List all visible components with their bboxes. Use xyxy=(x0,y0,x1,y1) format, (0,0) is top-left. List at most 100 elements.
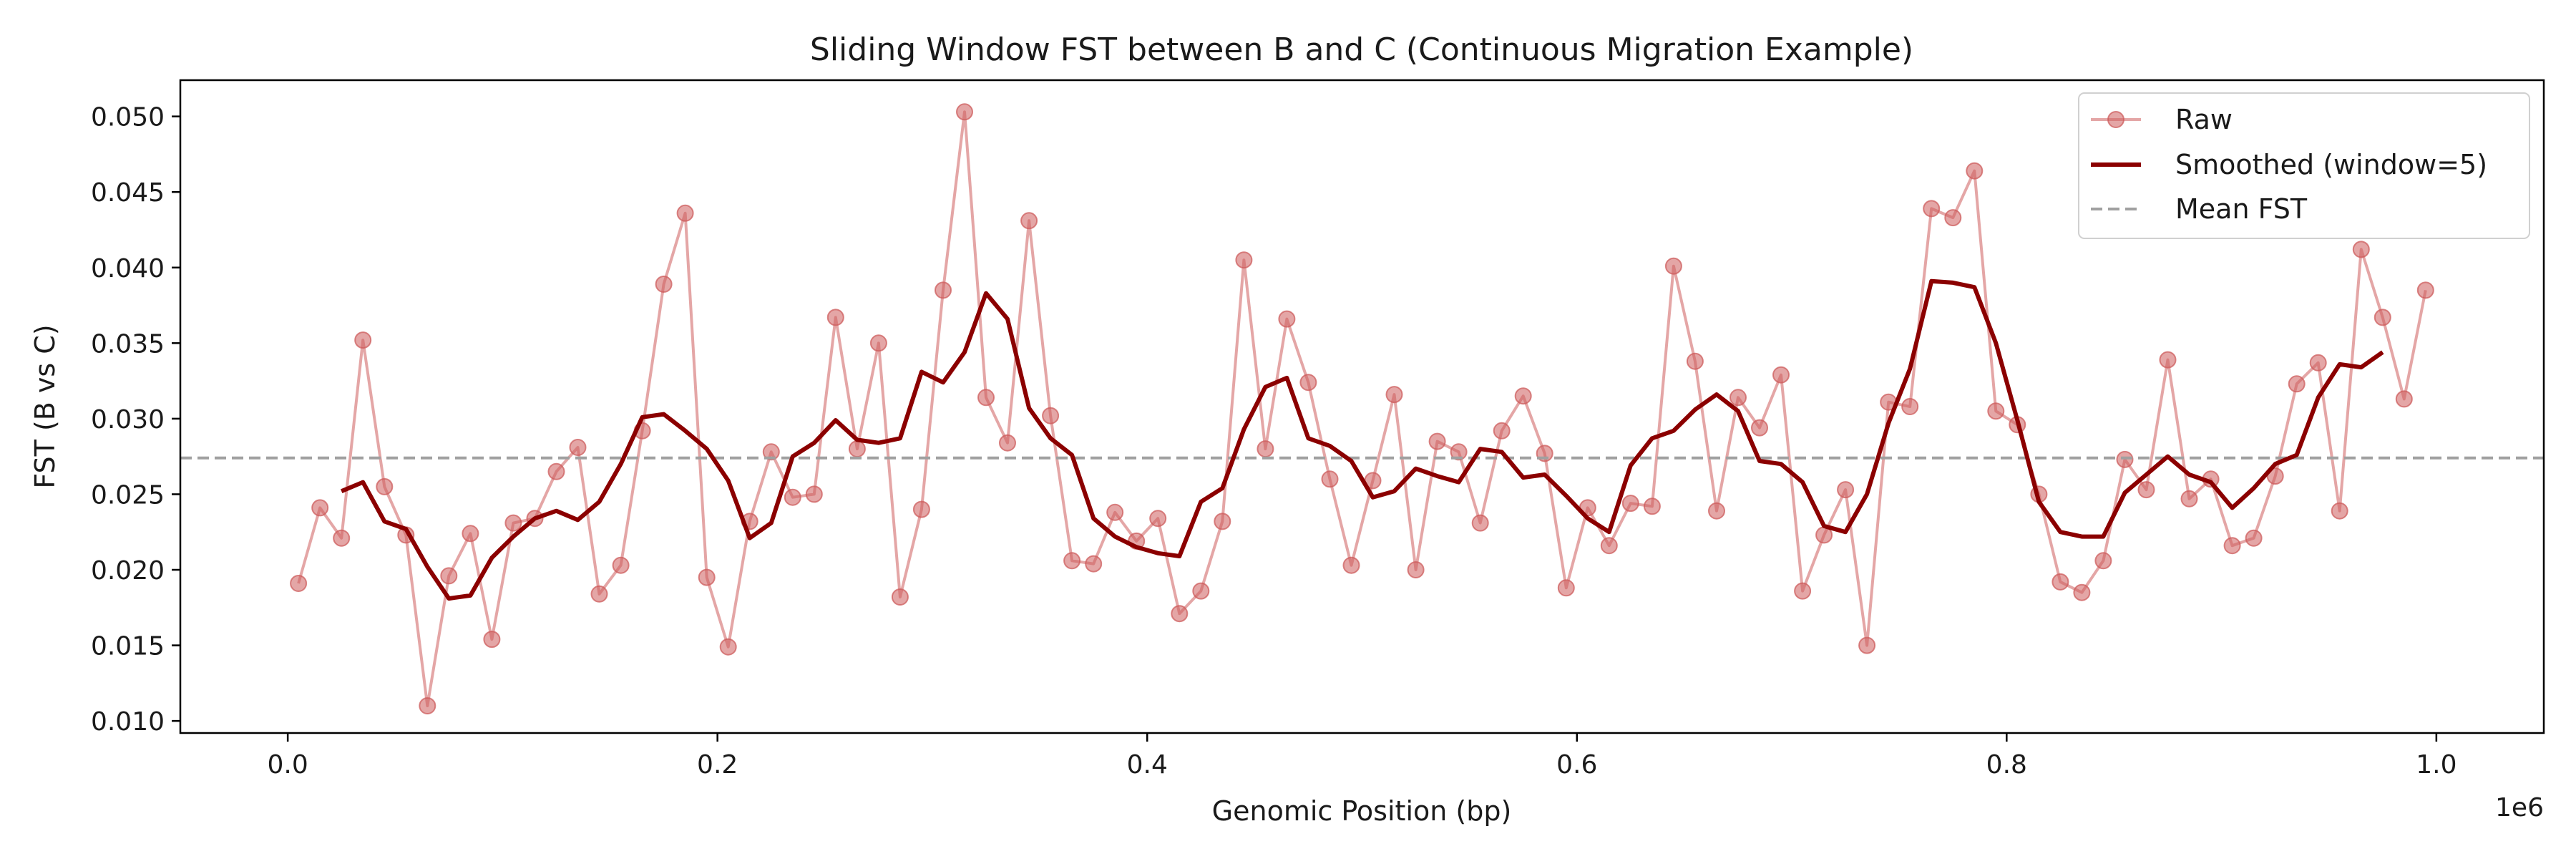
raw-point xyxy=(1450,443,1468,461)
raw-point xyxy=(784,488,801,506)
raw-point xyxy=(805,485,823,503)
raw-point xyxy=(1708,502,1725,520)
raw-point xyxy=(1966,162,1984,180)
raw-point xyxy=(1772,366,1790,384)
raw-point xyxy=(1923,200,1941,218)
raw-point xyxy=(1085,555,1103,573)
raw-point xyxy=(1171,605,1189,623)
raw-point xyxy=(2073,583,2091,601)
raw-point xyxy=(1751,419,1768,437)
raw-point xyxy=(762,443,780,461)
raw-point xyxy=(2116,450,2134,468)
raw-point xyxy=(1407,561,1425,578)
x-axis-offset-label: 1e6 xyxy=(2495,793,2544,822)
raw-point xyxy=(1837,481,1855,499)
raw-point xyxy=(2051,573,2069,591)
raw-point xyxy=(2309,354,2327,372)
raw-point xyxy=(1514,387,1532,405)
x-tick-label: 0.0 xyxy=(268,750,308,780)
y-tick-label: 0.025 xyxy=(91,480,165,510)
raw-point xyxy=(1214,513,1231,530)
y-tick-label: 0.030 xyxy=(91,405,165,435)
raw-point xyxy=(2352,241,2370,258)
raw-point xyxy=(719,638,737,656)
raw-point xyxy=(935,281,952,299)
raw-point xyxy=(1944,209,1962,227)
raw-point xyxy=(912,500,930,518)
raw-point xyxy=(1235,251,1253,269)
raw-point xyxy=(612,556,630,574)
y-tick-label: 0.050 xyxy=(91,103,165,132)
raw-point xyxy=(891,588,909,606)
raw-point xyxy=(1493,422,1511,440)
series-layer xyxy=(180,103,2544,714)
x-tick-label: 0.2 xyxy=(697,750,738,780)
y-tick-label: 0.010 xyxy=(91,707,165,737)
raw-point xyxy=(2223,537,2241,555)
y-tick-label: 0.045 xyxy=(91,178,165,208)
raw-point xyxy=(1299,374,1317,392)
raw-point xyxy=(1385,386,1403,404)
raw-point xyxy=(1901,398,1919,415)
x-tick-label: 0.6 xyxy=(1556,750,1597,780)
raw-point xyxy=(376,477,394,495)
raw-point xyxy=(655,276,673,293)
chart-title: Sliding Window FST between B and C (Cont… xyxy=(810,31,1913,68)
raw-point xyxy=(590,585,608,603)
raw-point xyxy=(1278,310,1296,328)
legend-raw-marker xyxy=(2107,111,2124,128)
raw-point xyxy=(569,439,587,456)
raw-point xyxy=(977,389,995,407)
raw-point xyxy=(1686,352,1704,370)
raw-point xyxy=(483,631,501,649)
raw-point xyxy=(2137,481,2155,499)
raw-point xyxy=(2288,375,2306,393)
raw-point xyxy=(1063,552,1081,570)
x-tick-label: 0.8 xyxy=(1986,750,2027,780)
raw-point xyxy=(1042,407,1060,424)
raw-point xyxy=(2180,490,2198,508)
raw-point xyxy=(999,434,1016,452)
raw-point xyxy=(956,103,973,121)
raw-point xyxy=(2266,467,2284,485)
raw-point xyxy=(1858,636,1876,654)
x-axis: 0.0 0.2 0.4 0.6 0.8 1.0 xyxy=(268,733,2457,780)
raw-point xyxy=(354,331,372,349)
raw-point xyxy=(1621,495,1639,513)
raw-point xyxy=(2373,309,2391,326)
legend-smoothed-label: Smoothed (window=5) xyxy=(2175,149,2487,180)
raw-point xyxy=(2159,351,2177,369)
raw-point xyxy=(504,514,522,532)
raw-point xyxy=(2416,281,2434,299)
raw-point xyxy=(676,204,694,222)
raw-point xyxy=(311,499,329,517)
raw-point xyxy=(1257,440,1274,458)
raw-point xyxy=(440,567,458,585)
raw-point xyxy=(1192,582,1210,600)
raw-point xyxy=(1557,579,1575,597)
raw-point xyxy=(826,309,844,326)
raw-point xyxy=(1321,470,1339,488)
x-axis-label: Genomic Position (bp) xyxy=(1212,795,1512,827)
raw-point xyxy=(1471,514,1489,532)
raw-point xyxy=(2395,390,2413,408)
y-tick-label: 0.015 xyxy=(91,632,165,661)
y-tick-label: 0.020 xyxy=(91,556,165,586)
raw-point xyxy=(1149,510,1167,528)
x-tick-label: 1.0 xyxy=(2416,750,2457,780)
y-tick-label: 0.040 xyxy=(91,254,165,283)
raw-point xyxy=(1664,257,1682,275)
raw-point xyxy=(1987,402,2005,420)
raw-point xyxy=(869,334,887,352)
y-axis: 0.010 0.015 0.020 0.025 0.030 0.035 0.040 0.045… xyxy=(91,103,180,737)
plot-frame xyxy=(179,79,2545,734)
smoothed-series-line xyxy=(341,278,2384,601)
raw-point xyxy=(2331,502,2348,520)
raw-point xyxy=(698,568,716,586)
raw-point xyxy=(2094,552,2112,570)
raw-point xyxy=(1729,389,1747,407)
legend-mean-label: Mean FST xyxy=(2175,193,2308,225)
raw-point xyxy=(290,575,308,592)
raw-point xyxy=(1020,212,1038,230)
